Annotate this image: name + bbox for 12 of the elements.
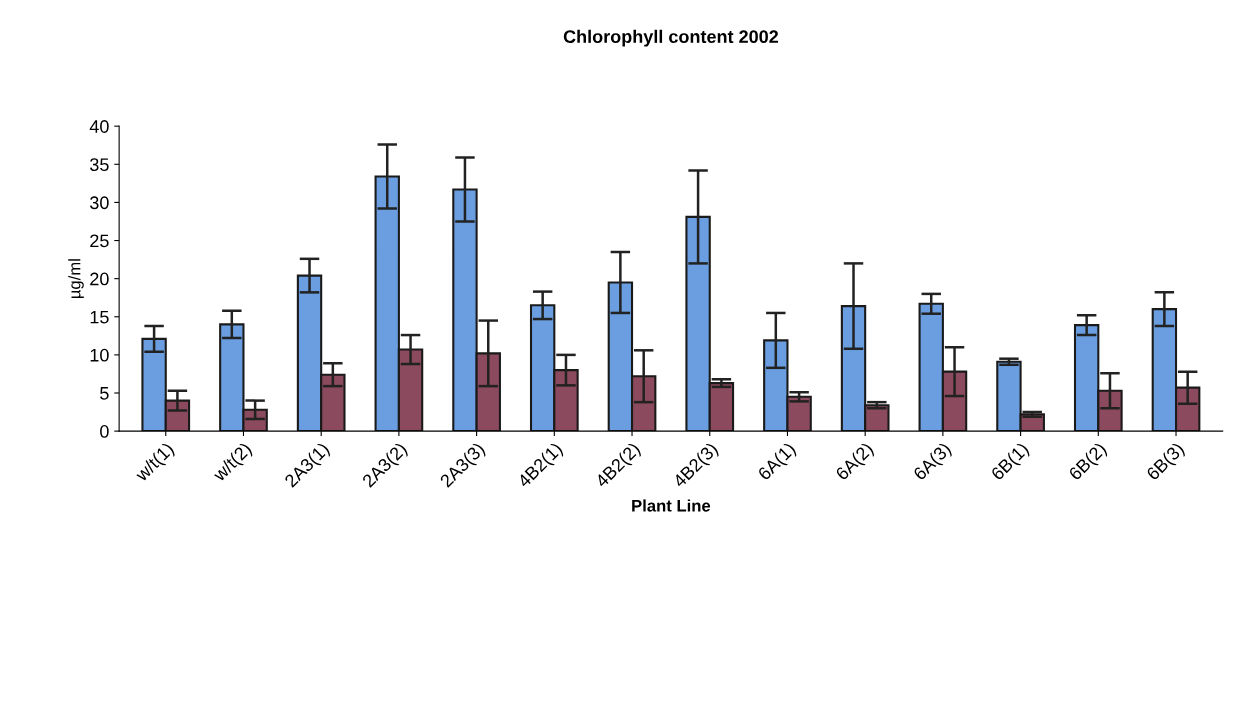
y-tick-label: 20 xyxy=(90,272,109,286)
y-tick-label: 30 xyxy=(90,196,109,210)
x-axis-title: Plant Line xyxy=(632,499,711,512)
y-tick-label: 25 xyxy=(90,234,109,248)
y-tick-label: 35 xyxy=(90,158,109,172)
y-tick-label: 0 xyxy=(100,425,109,438)
y-axis-title: µg/ml xyxy=(68,259,84,299)
y-tick-label: 5 xyxy=(100,387,109,400)
y-tick-label: 40 xyxy=(89,120,109,133)
y-tick-label: 10 xyxy=(90,348,109,362)
chart-title: Chlorophyll content 2002 xyxy=(563,29,779,47)
y-tick-label: 15 xyxy=(90,310,109,324)
